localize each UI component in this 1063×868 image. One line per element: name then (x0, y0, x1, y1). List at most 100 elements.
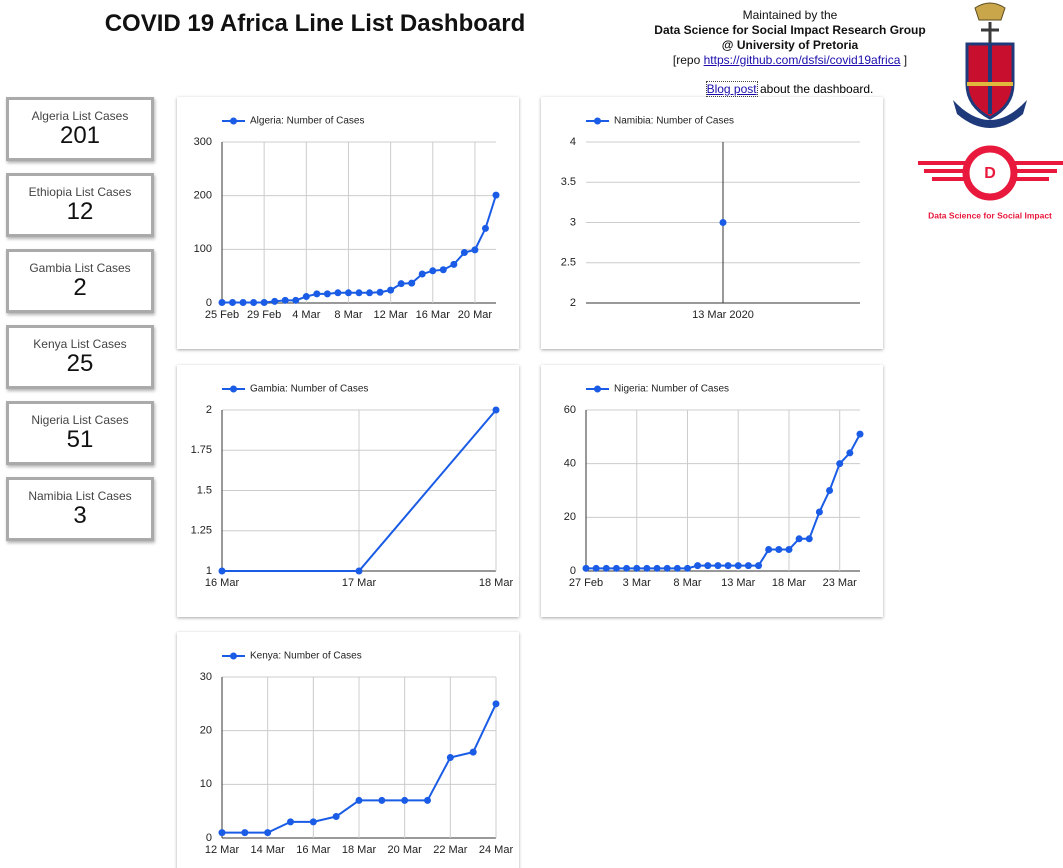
y-tick-label: 1.25 (191, 525, 212, 537)
x-tick-label: 29 Feb (247, 309, 281, 321)
x-tick-label: 12 Mar (205, 844, 240, 856)
data-point (429, 267, 437, 275)
kpi-value: 201 (59, 122, 101, 149)
x-tick-label: 22 Mar (433, 844, 468, 856)
chart-panel: 0 10 20 30 12 Mar 14 Mar 16 Mar 18 Mar 20 Mar 22 … (177, 632, 519, 868)
legend-label: Nigeria: Number of Cases (614, 384, 729, 395)
x-tick-label: 16 Mar (205, 577, 240, 589)
kpi-value: 51 (66, 426, 94, 453)
page-title: COVID 19 Africa Line List Dashboard (104, 10, 526, 37)
data-point (309, 818, 317, 826)
repo-link[interactable]: https://github.com/dsfsi/covid19africa (703, 53, 901, 67)
data-point (355, 567, 363, 575)
data-point (378, 796, 386, 804)
dssi-logo: D Data Science for Social Impact (918, 145, 1063, 220)
y-tick-label: 0 (570, 565, 576, 577)
data-point (439, 266, 447, 274)
data-point (229, 298, 237, 306)
data-point (250, 298, 258, 306)
kpi-value: 3 (73, 502, 87, 529)
kpi-value: 25 (66, 350, 94, 377)
series-line (222, 194, 497, 304)
y-tick-label: 60 (564, 404, 576, 416)
data-point (714, 562, 722, 570)
data-point (313, 290, 321, 298)
y-tick-label: 10 (200, 778, 212, 790)
data-point (355, 289, 363, 297)
data-point (755, 562, 763, 570)
data-point (765, 546, 773, 554)
chart: 0 20 40 60 27 Feb 3 Mar 8 Mar 13 Mar 18 Mar 23 Ma… (564, 384, 864, 589)
x-tick-label: 12 Mar (373, 309, 408, 321)
data-point (826, 487, 834, 494)
kpi-value: 2 (73, 274, 87, 301)
data-point (724, 562, 732, 570)
data-point (795, 535, 803, 543)
blog-link[interactable]: Blog post (705, 81, 758, 97)
y-tick-label: 40 (564, 458, 576, 470)
data-point (281, 296, 289, 304)
chart-panel: 0 100 200 300 25 Feb 29 Feb 4 Mar 8 Mar 12 Mar 16… (177, 97, 519, 349)
data-point (694, 562, 702, 570)
x-tick-label: 16 Mar (296, 844, 331, 856)
data-point (292, 296, 300, 304)
data-point (612, 564, 620, 572)
data-point (815, 508, 823, 516)
kpi-label: Algeria List Cases (31, 109, 129, 123)
legend-dot (594, 117, 601, 125)
legend-label: Algeria: Number of Cases (250, 116, 365, 127)
data-point (683, 564, 691, 572)
chart-panel: 0 20 40 60 27 Feb 3 Mar 8 Mar 13 Mar 18 Mar 23 Ma… (541, 365, 883, 617)
data-point (469, 748, 477, 756)
chart: 2 2.5 3 3.5 4 13 Mar 2020 Namibia: Number of C… (561, 116, 860, 321)
x-tick-label: 16 Mar (416, 309, 451, 321)
kpi-label: Namibia List Cases (28, 489, 132, 503)
data-point (643, 564, 651, 572)
data-point (408, 279, 416, 287)
y-tick-label: 2 (570, 297, 576, 309)
data-point (492, 700, 500, 708)
data-point (719, 219, 727, 226)
data-point (856, 430, 864, 438)
data-point (602, 564, 610, 572)
series-line (586, 433, 861, 570)
chart: 0 10 20 30 12 Mar 14 Mar 16 Mar 18 Mar 20 Mar 22 … (200, 651, 514, 856)
x-tick-label: 17 Mar (342, 577, 377, 589)
legend-dot (230, 652, 237, 660)
legend-label: Gambia: Number of Cases (250, 384, 368, 395)
data-point (264, 829, 272, 837)
x-tick-label: 4 Mar (292, 309, 320, 321)
y-tick-label: 30 (200, 671, 212, 683)
x-tick-label: 23 Mar (823, 577, 858, 589)
data-point (241, 829, 249, 837)
data-point (744, 562, 752, 570)
text: @ University of Pretoria (721, 38, 859, 52)
y-tick-label: 1.75 (191, 444, 212, 456)
y-tick-label: 3 (570, 216, 576, 228)
legend-label: Kenya: Number of Cases (250, 651, 362, 662)
data-point (653, 564, 661, 572)
data-point (446, 754, 454, 761)
data-point (846, 449, 854, 457)
text: Data Science for Social Impact Research … (654, 23, 926, 37)
y-tick-label: 2 (206, 404, 212, 416)
x-tick-label: 24 Mar (479, 844, 514, 856)
y-tick-label: 3.5 (561, 176, 576, 188)
kpi-card: Namibia List Cases 3 (6, 477, 154, 541)
x-tick-label: 3 Mar (623, 577, 651, 589)
kpi-value: 12 (66, 198, 94, 225)
kpi-card: Algeria List Cases 201 (6, 97, 154, 161)
y-tick-label: 4 (570, 136, 576, 148)
kpi-label: Nigeria List Cases (31, 413, 129, 427)
x-tick-label: 20 Mar (388, 844, 423, 856)
data-point (460, 249, 468, 257)
maintainer-info: Maintained by the Data Science for Socia… (640, 8, 940, 68)
x-tick-label: 8 Mar (673, 577, 701, 589)
logo-text: Data Science for Social Impact (928, 210, 1052, 220)
kpi-card: Kenya List Cases 25 (6, 325, 154, 389)
chart-panel: 1 1.25 1.5 1.75 2 16 Mar 17 Mar 18 Mar Gambia: N… (177, 365, 519, 617)
data-point (592, 564, 600, 572)
data-point (785, 546, 793, 554)
text: Maintained by the (742, 8, 838, 22)
kpi-label: Ethiopia List Cases (28, 185, 132, 199)
